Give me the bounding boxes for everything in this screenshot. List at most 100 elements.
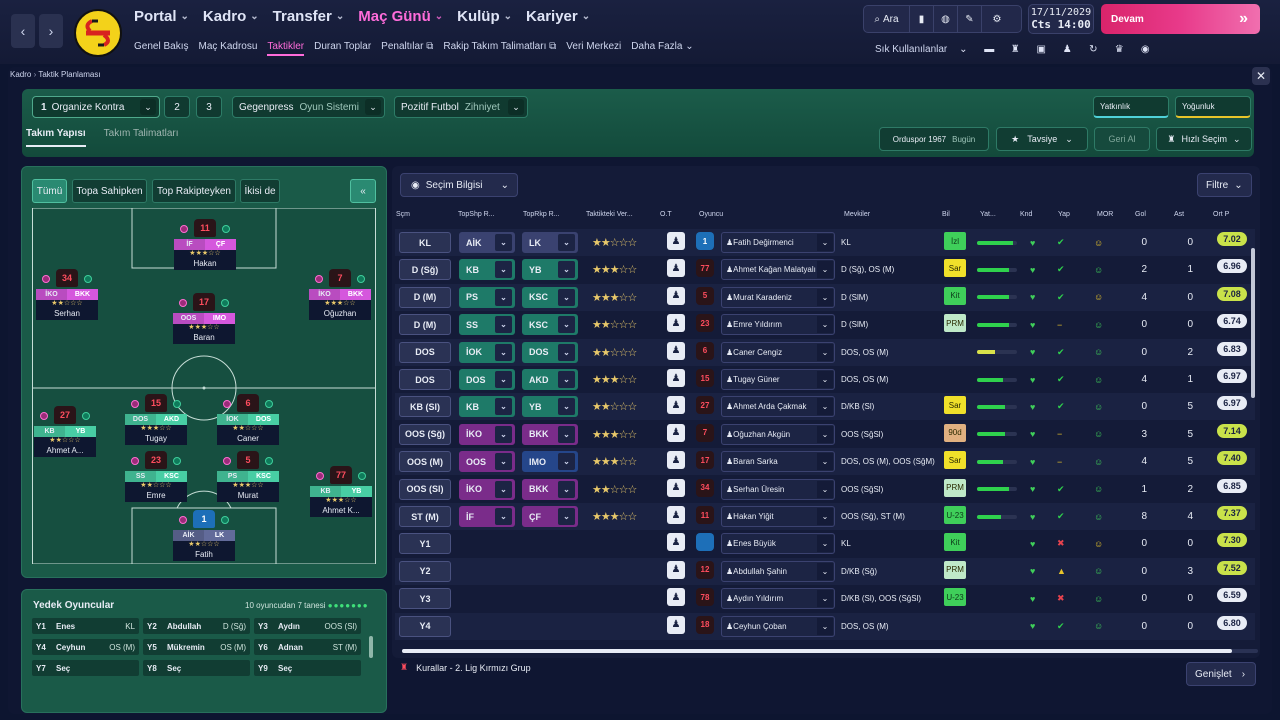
nav-5[interactable]: Kariyer ⌄ xyxy=(526,8,590,25)
out-possession-role-select[interactable]: YB ⌄ xyxy=(522,396,578,418)
player-select[interactable]: ♟ Aydın Yıldırım ⌄ xyxy=(721,588,835,610)
horizontal-scrollbar[interactable] xyxy=(402,649,1258,653)
player-select[interactable]: ♟ Ceyhun Çoban ⌄ xyxy=(721,615,835,637)
familiarity-meter[interactable]: Yatkınlık xyxy=(1093,96,1169,118)
player-profile-icon[interactable]: ♟ xyxy=(667,560,685,579)
column-header[interactable]: Yat... xyxy=(980,211,996,218)
player-select[interactable]: ♟ Hakan Yiğit ⌄ xyxy=(721,506,835,527)
player-profile-icon[interactable]: ♟ xyxy=(667,314,685,333)
out-possession-role-select[interactable]: KSC ⌄ xyxy=(522,286,578,308)
bench-scrollbar[interactable] xyxy=(369,636,373,658)
undo-button[interactable]: Geri Al xyxy=(1094,127,1150,151)
in-possession-role-select[interactable]: PS ⌄ xyxy=(459,286,515,308)
player-profile-icon[interactable]: ♟ xyxy=(667,369,685,387)
nav-1[interactable]: Kadro ⌄ xyxy=(203,8,259,25)
table-row[interactable]: ST (M) İF ⌄ ÇF ⌄ ★★★☆☆ ♟ 11 ♟ Hakan Yiğit ⌄ OOS (S… xyxy=(395,503,1255,530)
refresh-icon[interactable]: ↻ xyxy=(1089,43,1098,55)
subnav-item-4[interactable]: Penaltılar ⧉ xyxy=(381,41,433,56)
in-possession-role-select[interactable]: DOS ⌄ xyxy=(459,369,515,390)
vertical-scrollbar[interactable] xyxy=(1251,248,1255,398)
pitch-filter-2[interactable]: Top Rakipteyken xyxy=(152,179,236,203)
table-row[interactable]: OOS (Sğ) İKO ⌄ BKK ⌄ ★★★☆☆ ♟ 7 ♟ Oğuzhan Akgün ⌄ O… xyxy=(395,420,1255,448)
subnav-item-2[interactable]: Taktikler xyxy=(267,41,305,56)
subnav-item-3[interactable]: Duran Toplar xyxy=(314,41,371,56)
selection-info-button[interactable]: ◉ Seçim Bilgisi ⌄ xyxy=(400,173,518,197)
bench-slot[interactable]: Y2 Abdullah D (Sğ) xyxy=(143,618,250,634)
date-box[interactable]: 17/11/2029 Cts 14:00 xyxy=(1028,4,1094,34)
column-header[interactable]: TopRkp R... xyxy=(523,211,560,218)
position-slot[interactable]: Y2 xyxy=(399,560,451,582)
table-row[interactable]: DOS DOS ⌄ AKD ⌄ ★★★☆☆ ♟ 15 ♟ Tugay Güner ⌄ DOS, OS… xyxy=(395,366,1255,393)
trophy-icon[interactable]: ♛ xyxy=(1114,43,1124,55)
column-header[interactable]: Sçm xyxy=(396,211,410,218)
position-slot[interactable]: DOS xyxy=(399,369,451,390)
globe-button[interactable]: ◍ xyxy=(934,6,958,32)
quick-pick-button[interactable]: ♜ Hızlı Seçim ⌄ xyxy=(1156,127,1252,151)
bookmark-button[interactable]: ▮ xyxy=(910,6,934,32)
table-row[interactable]: DOS İOK ⌄ DOS ⌄ ★★☆☆☆ ♟ 6 ♟ Caner Cengiz ⌄ DOS, OS… xyxy=(395,338,1255,366)
player-profile-icon[interactable]: ♟ xyxy=(667,478,685,497)
position-slot[interactable]: ST (M) xyxy=(399,506,451,527)
position-slot[interactable]: Y3 xyxy=(399,588,451,610)
player-select[interactable]: ♟ Serhan Üresin ⌄ xyxy=(721,478,835,500)
next-match-box[interactable]: Orduspor 1967 Bugün xyxy=(879,127,989,151)
player-select[interactable]: ♟ Abdullah Şahin ⌄ xyxy=(721,560,835,582)
player-select[interactable]: ♟ Emre Yıldırım ⌄ xyxy=(721,314,835,336)
column-header[interactable]: TopShp R... xyxy=(458,211,495,218)
search-button[interactable]: ⌕ Ara xyxy=(864,6,910,32)
position-slot[interactable]: OOS (M) xyxy=(399,451,451,473)
filter-button[interactable]: Filtre ⌄ xyxy=(1197,173,1252,197)
bench-slot[interactable]: Y1 Enes KL xyxy=(32,618,139,634)
player-profile-icon[interactable]: ♟ xyxy=(667,259,685,278)
tab-team-structure[interactable]: Takım Yapısı xyxy=(26,128,86,147)
position-slot[interactable]: D (M) xyxy=(399,314,451,336)
position-slot[interactable]: D (M) xyxy=(399,286,451,308)
column-header[interactable]: Yap xyxy=(1058,211,1070,218)
subnav-item-0[interactable]: Genel Bakış xyxy=(134,41,188,56)
chevron-down-icon[interactable]: ⌄ xyxy=(959,43,968,55)
column-header[interactable]: Mevkiler xyxy=(844,211,871,218)
pitch-filter-0[interactable]: Tümü xyxy=(32,179,67,203)
pitch-player[interactable]: 77 KB YB ★★★☆☆ Ahmet K... xyxy=(310,466,372,517)
table-row[interactable]: D (M) SS ⌄ KSC ⌄ ★★☆☆☆ ♟ 23 ♟ Emre Yıldırım ⌄ D (S… xyxy=(395,311,1255,339)
out-possession-role-select[interactable]: YB ⌄ xyxy=(522,259,578,281)
advice-button[interactable]: ★ Tavsiye ⌄ xyxy=(996,127,1088,151)
position-slot[interactable]: D (Sğ) xyxy=(399,259,451,281)
table-row[interactable]: Y3 ♟ 78 ♟ Aydın Yıldırım ⌄ D/KB (Sl), OOS (Sğ… xyxy=(395,585,1255,613)
nav-3[interactable]: Maç Günü ⌄ xyxy=(358,8,443,25)
chat-icon[interactable]: ▬ xyxy=(984,43,995,55)
subnav-item-7[interactable]: Daha Fazla ⌄ xyxy=(631,41,693,56)
player-profile-icon[interactable]: ♟ xyxy=(667,533,685,552)
position-slot[interactable]: OOS (Sl) xyxy=(399,478,451,500)
nav-0[interactable]: Portal ⌄ xyxy=(134,8,189,25)
player-select[interactable]: ♟ Baran Sarka ⌄ xyxy=(721,451,835,473)
table-row[interactable]: Y4 ♟ 18 ♟ Ceyhun Çoban ⌄ DOS, OS (M) ♥ ✔ ☺ 0 0 6.80 xyxy=(395,612,1255,640)
column-header[interactable]: Gol xyxy=(1135,211,1146,218)
mentality-select[interactable]: Pozitif Futbol Zihniyet ⌄ xyxy=(394,96,528,118)
out-possession-role-select[interactable]: BKK ⌄ xyxy=(522,478,578,500)
out-possession-role-select[interactable]: IMO ⌄ xyxy=(522,451,578,473)
player-profile-icon[interactable]: ♟ xyxy=(667,451,685,470)
table-row[interactable]: Y2 ♟ 12 ♟ Abdullah Şahin ⌄ D/KB (Sğ) PRM ♥ ▲ ☺ 0 3 7… xyxy=(395,557,1255,585)
column-header[interactable]: Ort P xyxy=(1213,211,1230,218)
club-logo[interactable] xyxy=(74,9,122,57)
player-select[interactable]: ♟ Murat Karadeniz ⌄ xyxy=(721,286,835,308)
out-possession-role-select[interactable]: BKK ⌄ xyxy=(522,423,578,445)
tactic-plan-1-select[interactable]: 1 Organize Kontra ⌄ xyxy=(32,96,160,118)
subnav-item-6[interactable]: Veri Merkezi xyxy=(566,41,621,56)
player-select[interactable]: ♟ Enes Büyük ⌄ xyxy=(721,533,835,555)
ball-icon[interactable]: ◉ xyxy=(1140,43,1150,55)
tactic-plan-3-button[interactable]: 3 xyxy=(196,96,222,118)
close-button[interactable]: ✕ xyxy=(1252,67,1270,85)
expand-button[interactable]: Genişlet › xyxy=(1186,662,1256,686)
position-slot[interactable]: KB (Sl) xyxy=(399,396,451,418)
column-header[interactable]: Taktikteki Ver... xyxy=(586,211,633,218)
table-row[interactable]: KL AİK ⌄ LK ⌄ ★★☆☆☆ ♟ 1 ♟ Fatih Değirmenci ⌄ KL İzl… xyxy=(395,229,1255,256)
player-select[interactable]: ♟ Caner Cengiz ⌄ xyxy=(721,341,835,363)
in-possession-role-select[interactable]: OOS ⌄ xyxy=(459,451,515,473)
out-possession-role-select[interactable]: KSC ⌄ xyxy=(522,314,578,336)
subnav-item-5[interactable]: Rakip Takım Talimatları ⧉ xyxy=(443,41,556,56)
settings-button[interactable]: ⚙ xyxy=(982,6,1012,32)
game-system-select[interactable]: Gegenpress Oyun Sistemi ⌄ xyxy=(232,96,385,118)
pitch-player[interactable]: 7 İKO BKK ★★★☆☆ Oğuzhan xyxy=(309,269,371,320)
